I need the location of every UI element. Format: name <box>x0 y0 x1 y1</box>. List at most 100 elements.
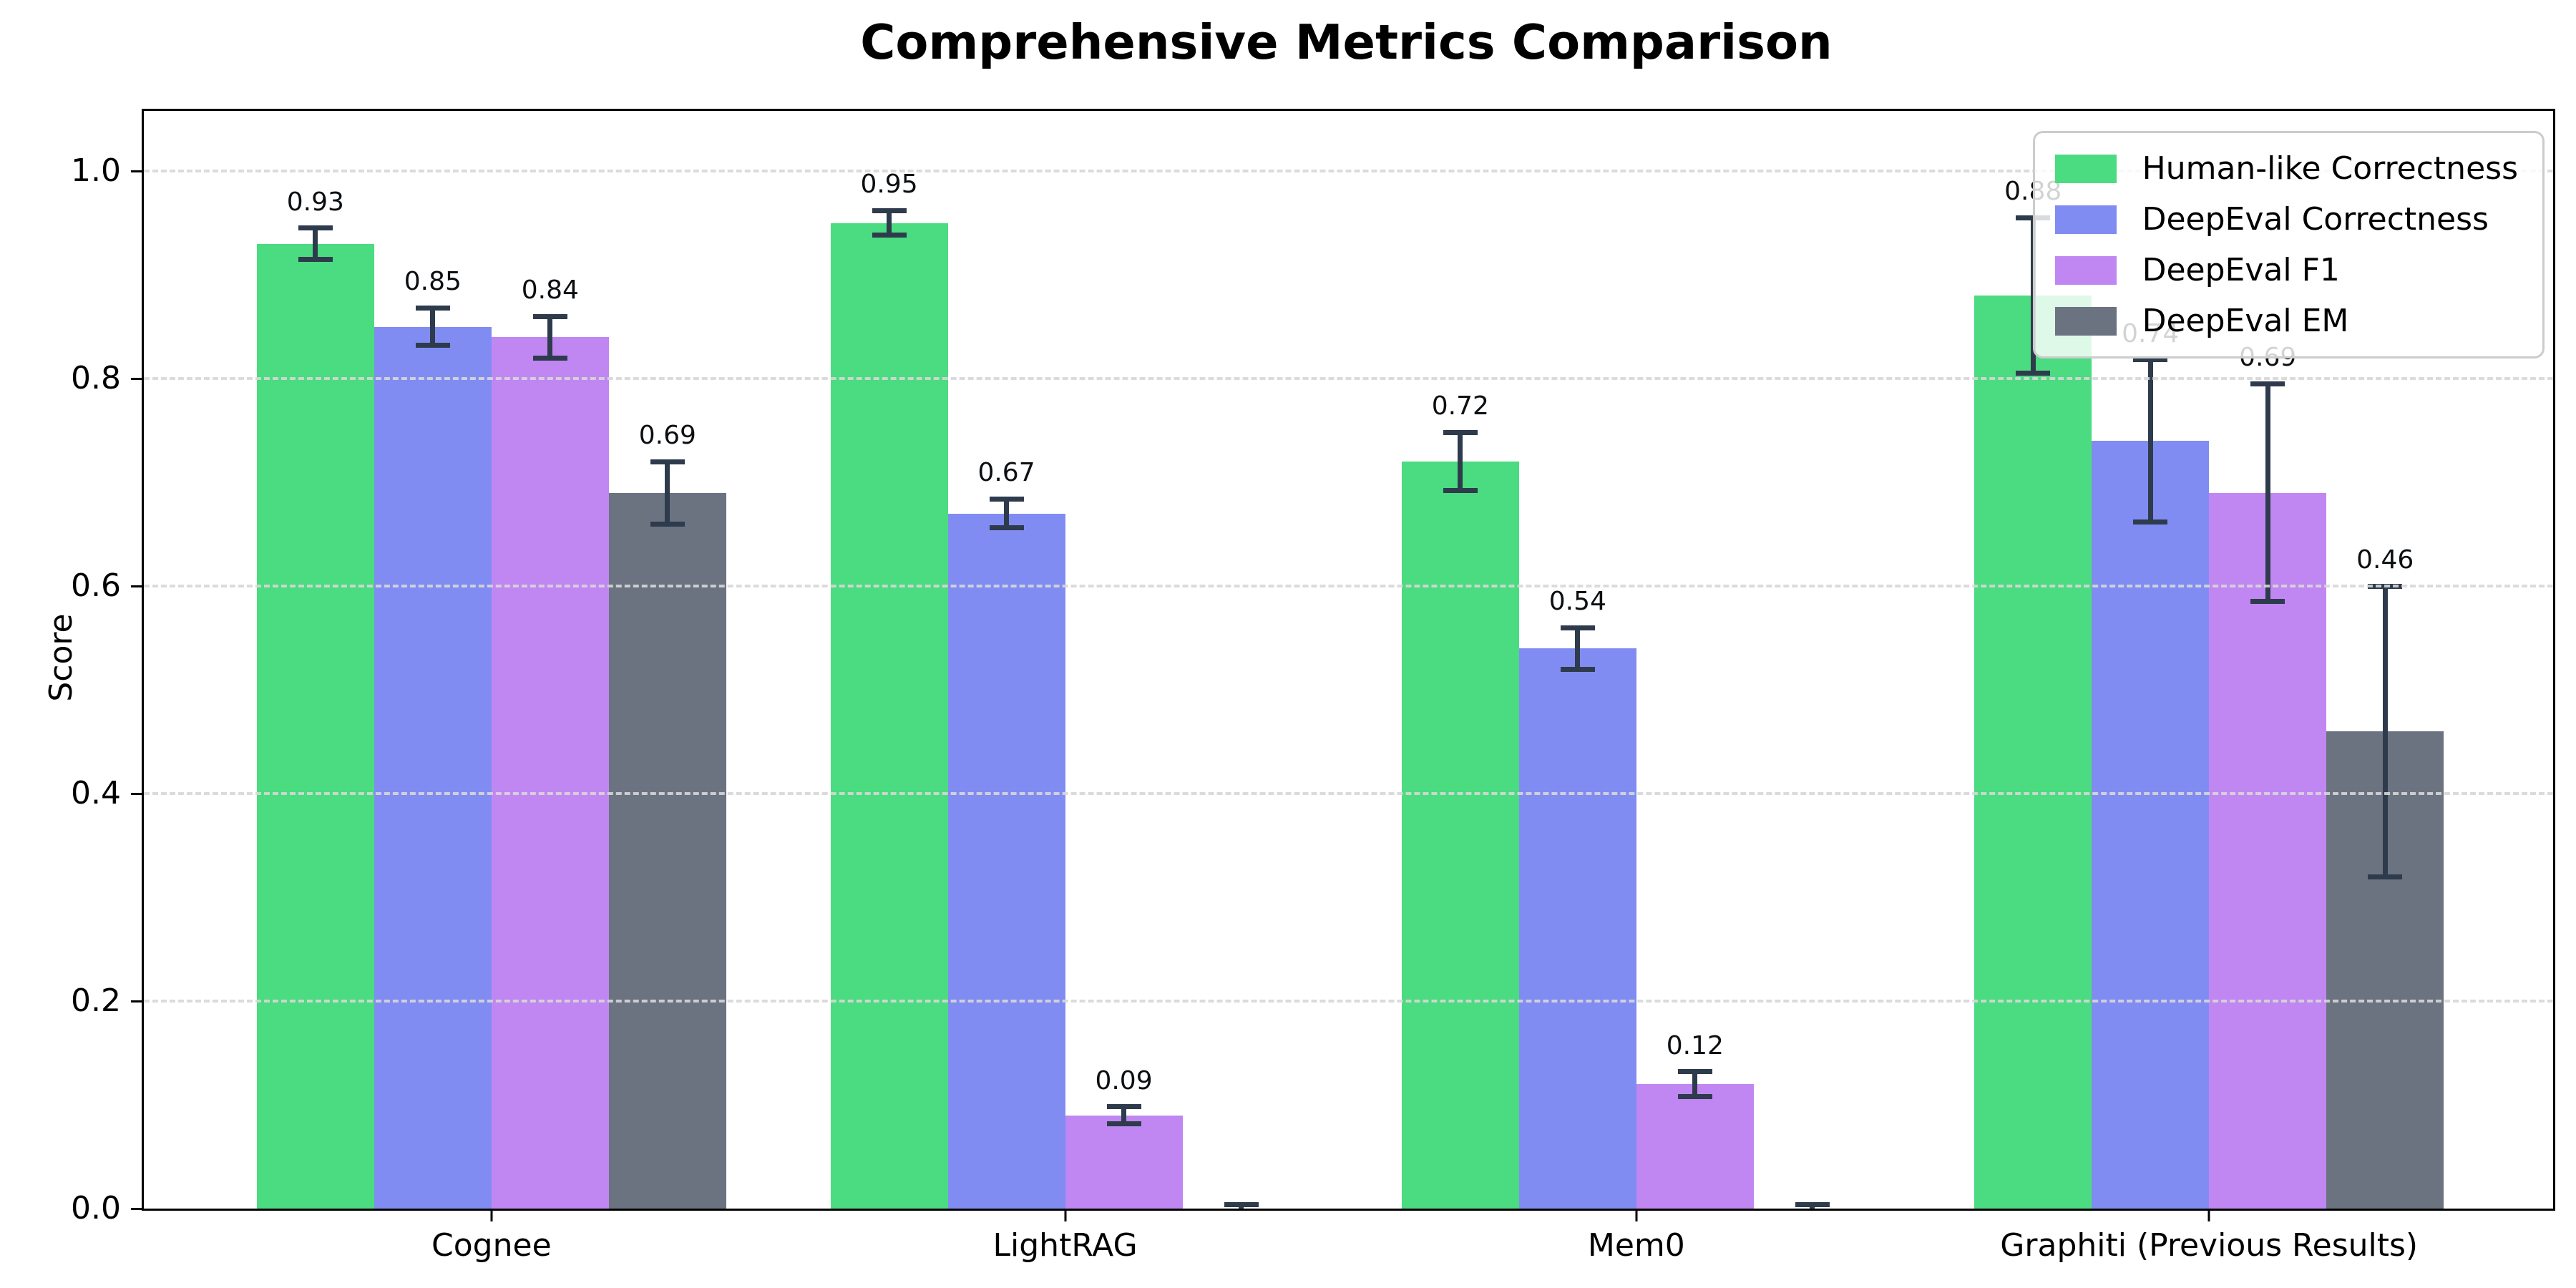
chart-title: Comprehensive Metrics Comparison <box>860 14 1833 70</box>
error-bar-cap <box>1795 1201 1830 1207</box>
y-tick-label: 0.0 <box>71 1190 121 1226</box>
bar <box>1518 648 1636 1209</box>
error-bar-cap <box>1560 666 1595 672</box>
error-bar-line <box>1458 432 1463 491</box>
bar-group: 0.95 0.67 0.09 <box>830 111 1300 1209</box>
y-tick-label: 1.0 <box>71 152 121 189</box>
grid-line <box>144 585 2553 587</box>
error-bar-cap <box>532 355 567 361</box>
x-tick <box>2207 1209 2210 1221</box>
legend: Human-like Correctness DeepEval Correctne… <box>2032 131 2545 358</box>
error-bar-line <box>2147 359 2153 522</box>
error-bar-line <box>1692 1071 1698 1097</box>
legend-label: DeepEval EM <box>2142 303 2349 339</box>
error-bar-cap <box>2368 874 2403 879</box>
legend-swatch <box>2054 255 2117 285</box>
error-bar-line <box>665 462 670 524</box>
legend-swatch <box>2054 306 2117 336</box>
legend-label: DeepEval F1 <box>2142 252 2340 288</box>
bar-value-label: 0.69 <box>638 421 696 450</box>
error-bar-cap <box>989 496 1024 502</box>
category-label: Mem0 <box>1587 1227 1685 1264</box>
bar <box>256 243 374 1209</box>
error-bar-cap <box>1443 488 1478 494</box>
bar <box>608 492 726 1209</box>
bar-value-label: 0.12 <box>1666 1030 1724 1060</box>
y-tick <box>131 1000 144 1002</box>
error-bar-line <box>430 308 436 346</box>
error-bar-cap <box>2250 599 2285 605</box>
error-bar-cap <box>650 459 685 464</box>
error-bar-cap <box>415 305 450 311</box>
error-bar-cap <box>2250 381 2285 386</box>
legend-label: DeepEval Correctness <box>2142 201 2489 238</box>
y-axis-label: Score <box>43 613 80 702</box>
legend-swatch <box>2054 205 2117 234</box>
bar <box>1974 296 2092 1209</box>
bar-value-label: 0.46 <box>2356 545 2414 575</box>
x-tick <box>1064 1209 1067 1221</box>
error-bar-cap <box>1443 429 1478 435</box>
y-tick <box>131 585 144 587</box>
error-bar-cap <box>1106 1104 1141 1110</box>
error-bar-cap <box>415 343 450 348</box>
bar-group: 0.880.740.690.46 <box>1974 111 2444 1209</box>
y-tick-label: 0.8 <box>71 360 121 396</box>
error-bar-cap <box>532 313 567 319</box>
bar <box>2092 441 2210 1209</box>
error-bar-line <box>1004 499 1010 528</box>
category-label: Cognee <box>431 1227 552 1264</box>
error-bar-line <box>887 210 892 235</box>
bar-value-label: 0.93 <box>286 187 344 217</box>
x-tick <box>490 1209 493 1221</box>
error-bar-cap <box>298 225 333 231</box>
grid-line <box>144 1000 2553 1002</box>
error-bar-cap <box>872 233 907 238</box>
bar-value-label: 0.85 <box>404 267 462 297</box>
bar <box>1065 1115 1183 1209</box>
error-bar-line <box>313 228 318 260</box>
error-bar-cap <box>872 208 907 213</box>
y-tick <box>131 170 144 172</box>
y-tick-label: 0.4 <box>71 775 121 811</box>
grid-line <box>144 377 2553 380</box>
error-bar-line <box>2265 384 2270 602</box>
bar-value-label: 0.72 <box>1431 391 1489 421</box>
grid-line <box>144 170 2553 172</box>
bar <box>830 223 948 1209</box>
error-bar-cap <box>650 521 685 527</box>
bar-value-label: 0.67 <box>977 458 1035 488</box>
error-bar-line <box>2382 586 2388 877</box>
bar-value-label: 0.54 <box>1548 587 1606 616</box>
error-bar-cap <box>1106 1121 1141 1126</box>
y-tick <box>131 377 144 380</box>
y-tick <box>131 1207 144 1210</box>
bar <box>1401 462 1519 1209</box>
bar <box>374 326 492 1209</box>
legend-row: DeepEval EM <box>2054 303 2518 339</box>
plot-area: 0.93 0.85 0.84 0.69 0.95 0.67 0.09 0.72 0.54 0.12… <box>71 109 2555 1264</box>
error-bar-cap <box>2133 519 2168 525</box>
error-bar-cap <box>1677 1093 1712 1099</box>
bar-group: 0.72 0.54 0.12 <box>1401 111 1871 1209</box>
x-tick <box>1635 1209 1638 1221</box>
error-bar-cap <box>1560 625 1595 630</box>
legend-label: Human-like Correctness <box>2142 150 2518 187</box>
bar <box>491 337 609 1209</box>
error-bar-cap <box>1677 1069 1712 1075</box>
plot-clip-layer: 0.93 0.85 0.84 0.69 0.95 0.67 0.09 0.72 0.54 0.12… <box>144 111 2553 1209</box>
y-tick-label: 0.2 <box>71 982 121 1019</box>
error-bar-cap <box>1224 1201 1259 1207</box>
bar <box>1636 1084 1754 1209</box>
y-tick <box>131 792 144 795</box>
bar-group: 0.93 0.85 0.84 0.69 <box>256 111 726 1209</box>
error-bar-line <box>1575 628 1581 669</box>
category-label: Graphiti (Previous Results) <box>2000 1227 2419 1264</box>
legend-swatch <box>2054 154 2117 183</box>
legend-row: DeepEval F1 <box>2054 252 2518 288</box>
legend-row: Human-like Correctness <box>2054 150 2518 187</box>
bar-value-label: 0.09 <box>1095 1065 1153 1096</box>
category-label: LightRAG <box>992 1227 1138 1264</box>
bar <box>947 513 1065 1209</box>
